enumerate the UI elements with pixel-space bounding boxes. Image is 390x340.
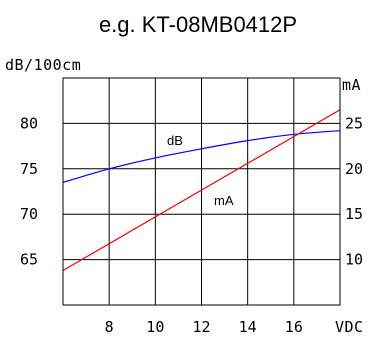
y-left-tick-label: 75 [20, 160, 38, 178]
y-axis-right-label: mA [342, 76, 361, 94]
x-tick-label: 16 [285, 318, 303, 336]
grid [63, 78, 340, 305]
series-label-db: dB [167, 133, 183, 148]
y-left-tick-label: 70 [20, 205, 38, 223]
y-right-tick-label: 20 [345, 160, 363, 178]
y-left-tick-label: 65 [20, 251, 38, 269]
tick-labels: 8 10 12 14 16 65 70 75 80 10 15 20 25 [20, 114, 363, 336]
x-tick-label: 14 [239, 318, 257, 336]
x-tick-label: 12 [192, 318, 210, 336]
series-line-db [62, 130, 341, 183]
x-axis-label: VDC [335, 318, 364, 336]
y-right-tick-label: 15 [345, 205, 363, 223]
chart-title: e.g. KT-08MB0412P [99, 12, 297, 37]
series-line-ma [62, 109, 341, 272]
y-left-tick-label: 80 [20, 114, 38, 132]
y-axis-left-label: dB/100cm [5, 56, 81, 74]
y-right-tick-label: 25 [345, 114, 363, 132]
series-labels: dB mA [167, 133, 234, 208]
x-tick-label: 8 [105, 318, 114, 336]
x-tick-label: 10 [146, 318, 164, 336]
y-right-tick-label: 10 [345, 251, 363, 269]
plot-frame [62, 77, 341, 306]
series-label-ma: mA [214, 193, 234, 208]
plot-series [62, 109, 341, 272]
